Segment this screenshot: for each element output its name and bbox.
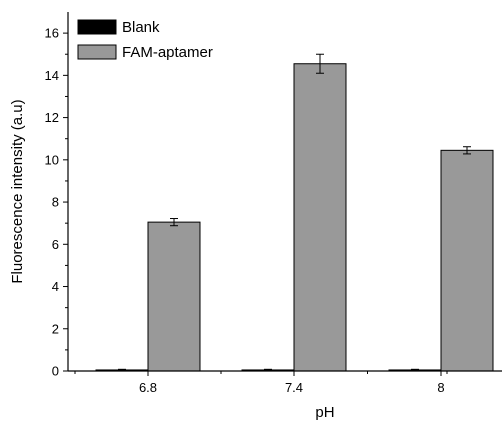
x-tick-label-8: 8 (437, 380, 444, 395)
bar-fam-aptamer-7.4 (293, 63, 347, 372)
y-tick-label-0: 0 (52, 364, 59, 379)
legend-label-1: FAM-aptamer (122, 44, 213, 61)
bar-fam-aptamer-8 (440, 149, 494, 372)
legend-swatch-1 (77, 44, 117, 60)
y-tick-label-2: 2 (52, 321, 59, 336)
y-tick-label-10: 10 (45, 152, 59, 167)
x-tick-label-6.8: 6.8 (139, 380, 157, 395)
x-tick-label-7.4: 7.4 (285, 380, 303, 395)
y-tick-label-6: 6 (52, 237, 59, 252)
legend-label-0: Blank (122, 19, 160, 36)
y-tick-label-12: 12 (45, 110, 59, 125)
y-tick-label-8: 8 (52, 195, 59, 210)
legend: Blank FAM-aptamer (77, 19, 213, 61)
x-axis-title: pH (315, 404, 334, 421)
y-tick-label-14: 14 (45, 68, 59, 83)
chart-axes: 0 2 4 6 8 10 12 14 16 6.8 7.4 8 (45, 12, 502, 395)
chart-marks (95, 53, 494, 372)
y-tick-label-4: 4 (52, 279, 59, 294)
legend-swatch-0 (77, 19, 117, 35)
y-axis-title: Fluorescence intensity (a.u) (9, 99, 26, 283)
y-tick-label-16: 16 (45, 26, 59, 41)
bar-fam-aptamer-6.8 (147, 221, 201, 372)
